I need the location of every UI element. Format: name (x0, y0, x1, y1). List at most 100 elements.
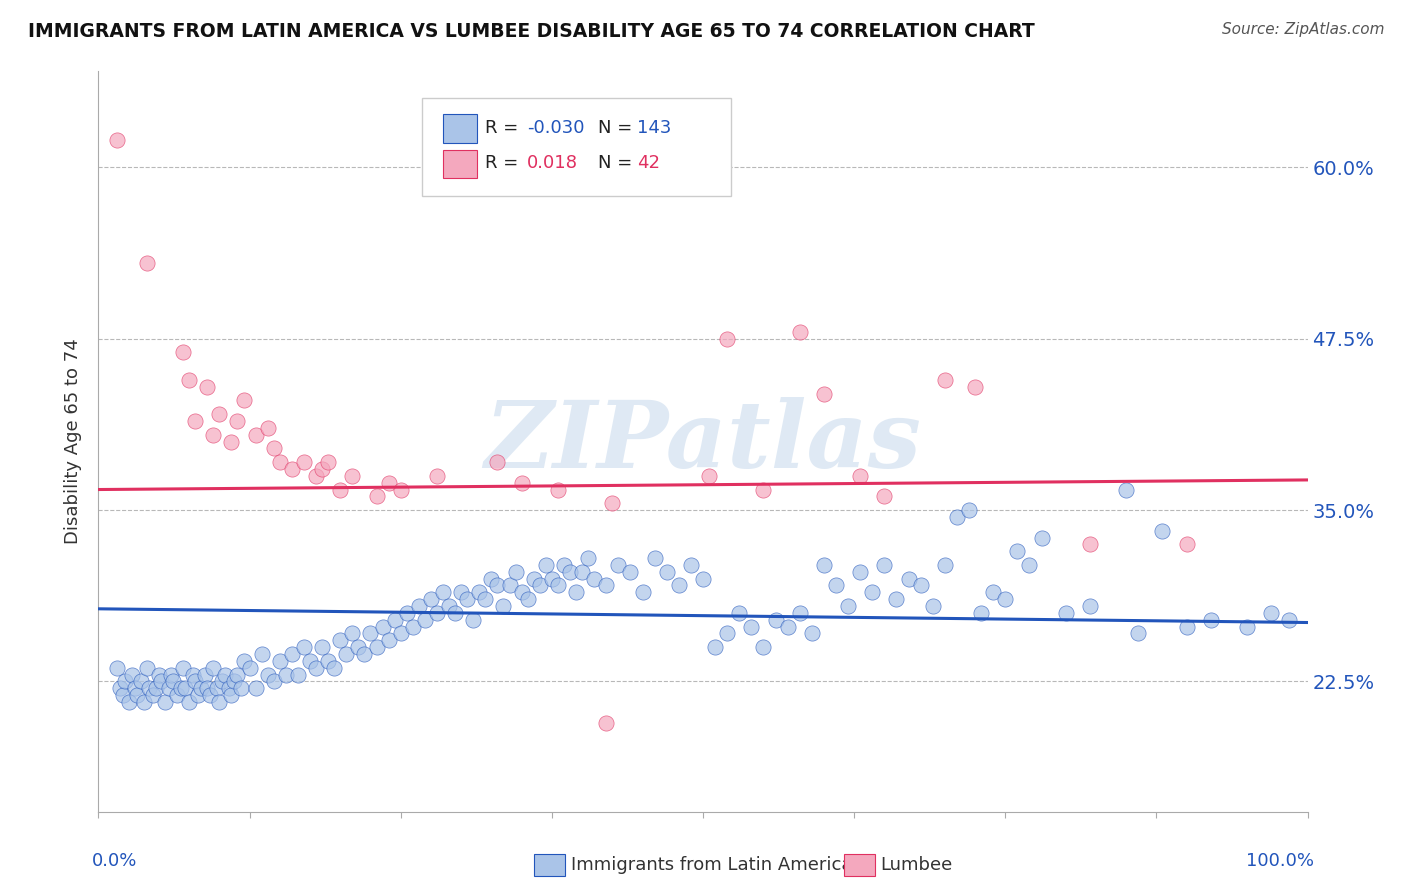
Point (222, 674, 245, 689)
Point (172, 661, 194, 675)
Point (329, 483, 352, 497)
Point (124, 681, 146, 696)
Point (335, 647, 357, 661)
Point (426, 606, 449, 620)
Point (679, 558, 702, 572)
Point (150, 674, 173, 689)
Point (776, 619, 799, 633)
Point (970, 606, 993, 620)
Point (187, 688, 209, 702)
Point (602, 496, 624, 510)
Text: 0.018: 0.018 (527, 154, 578, 172)
Point (134, 695, 156, 709)
Text: 0.0%: 0.0% (93, 853, 138, 871)
Point (498, 578, 520, 592)
Point (704, 640, 727, 655)
Point (813, 386, 835, 401)
Point (897, 572, 920, 586)
Point (692, 572, 714, 586)
Point (728, 606, 751, 620)
Text: IMMIGRANTS FROM LATIN AMERICA VS LUMBEE DISABILITY AGE 65 TO 74 CORRELATION CHAR: IMMIGRANTS FROM LATIN AMERICA VS LUMBEE … (28, 22, 1035, 41)
Point (208, 407, 231, 421)
Point (547, 483, 569, 497)
Point (1175, 619, 1198, 633)
Point (529, 578, 551, 592)
Point (174, 681, 197, 696)
Point (492, 599, 515, 613)
Point (292, 455, 315, 469)
Point (160, 667, 183, 681)
Point (195, 380, 218, 394)
Point (389, 626, 412, 640)
Point (157, 681, 180, 696)
Point (329, 633, 352, 648)
Point (408, 599, 430, 613)
Point (377, 475, 399, 490)
Point (299, 654, 322, 668)
Point (668, 578, 690, 592)
Point (510, 475, 533, 490)
Point (169, 681, 191, 696)
Text: 100.0%: 100.0% (1246, 853, 1313, 871)
Point (269, 455, 291, 469)
Point (1115, 483, 1137, 497)
Point (565, 585, 588, 599)
Point (1278, 613, 1301, 627)
Point (229, 681, 252, 696)
Point (371, 619, 394, 633)
Point (263, 442, 285, 456)
Point (595, 578, 617, 592)
Point (740, 619, 762, 633)
Point (1078, 599, 1101, 613)
Point (190, 681, 212, 696)
Point (765, 613, 787, 627)
Y-axis label: Disability Age 65 to 74: Disability Age 65 to 74 (65, 339, 83, 544)
Point (179, 695, 201, 709)
Point (198, 688, 221, 702)
Point (250, 647, 273, 661)
Point (463, 613, 485, 627)
Point (105, 661, 128, 675)
Point (697, 468, 720, 483)
Point (395, 606, 418, 620)
Text: N =: N = (598, 119, 631, 136)
Point (553, 558, 575, 572)
Point (474, 592, 496, 607)
Point (211, 674, 233, 689)
Point (323, 661, 346, 675)
Point (1078, 537, 1101, 551)
Point (595, 715, 617, 730)
Point (644, 551, 666, 566)
Point (607, 558, 630, 572)
Point (505, 565, 527, 579)
Point (486, 455, 509, 469)
Point (576, 551, 599, 566)
Point (292, 640, 315, 655)
Point (232, 393, 254, 408)
Point (121, 667, 143, 681)
Point (547, 578, 569, 592)
Point (287, 667, 309, 681)
Point (389, 483, 412, 497)
Point (523, 572, 546, 586)
Point (558, 565, 581, 579)
Point (965, 380, 987, 394)
Point (540, 572, 562, 586)
Point (1199, 613, 1222, 627)
Point (486, 578, 509, 592)
Point (316, 654, 339, 668)
Point (221, 434, 243, 449)
Point (360, 626, 382, 640)
Point (481, 572, 503, 586)
Point (281, 647, 304, 661)
Point (347, 640, 370, 655)
Point (510, 585, 533, 599)
Point (135, 661, 157, 675)
Point (342, 468, 364, 483)
Text: Source: ZipAtlas.com: Source: ZipAtlas.com (1222, 22, 1385, 37)
Point (1054, 606, 1077, 620)
Point (716, 332, 738, 346)
Text: N =: N = (598, 154, 631, 172)
Point (269, 654, 291, 668)
Point (420, 592, 443, 607)
